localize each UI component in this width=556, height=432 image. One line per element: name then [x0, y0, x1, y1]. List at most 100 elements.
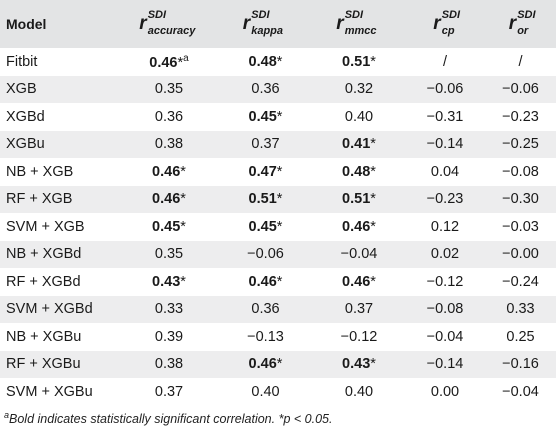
header-r-mmcc: r SDI mmcc	[336, 9, 377, 37]
cell-accuracy: 0.38	[154, 356, 184, 373]
cell-kappa: 0.48*	[248, 53, 283, 70]
row-model-name: RF + XGB	[6, 191, 73, 208]
footnote-marker: a	[4, 410, 10, 420]
table-row: XGBu 0.38 0.37 0.41* −0.14 −0.25	[0, 130, 556, 158]
cell-cp: 0.00	[430, 383, 460, 400]
cell-kappa: 0.47*	[248, 163, 283, 180]
cell-or: −0.00	[502, 246, 539, 263]
row-model-name: NB + XGB	[6, 163, 74, 180]
row-model-name: RF + XGBd	[6, 273, 81, 290]
cell-cp: 0.04	[430, 163, 460, 180]
table-row: XGBd 0.36 0.45* 0.40 −0.31 −0.23	[0, 103, 556, 131]
cell-kappa: −0.13	[247, 328, 284, 345]
cell-kappa: −0.06	[247, 246, 284, 263]
cell-accuracy: 0.33	[154, 301, 184, 318]
cell-cp: −0.14	[426, 356, 464, 373]
cell-mmcc: 0.41*	[342, 136, 376, 153]
header-r-cp: r SDI cp	[433, 9, 461, 37]
header-r-kappa: r SDI kappa	[242, 9, 283, 37]
row-model-name: NB + XGBd	[6, 246, 82, 263]
cell-accuracy: 0.43*	[152, 273, 186, 290]
cell-kappa: 0.46*	[248, 273, 283, 290]
row-model-name: SVM + XGB	[6, 218, 85, 235]
cell-or: −0.16	[502, 356, 539, 373]
cell-kappa: 0.40	[251, 383, 280, 400]
cell-accuracy: 0.36	[154, 108, 184, 125]
cell-mmcc: 0.40	[344, 383, 374, 400]
table-row: Fitbit 0.46*a 0.48* 0.51* / /	[0, 48, 556, 76]
cell-mmcc: 0.51*	[342, 191, 376, 208]
cell-kappa: 0.46*	[248, 356, 283, 373]
cell-cp: −0.04	[426, 328, 464, 345]
cell-mmcc: 0.46*	[342, 218, 376, 235]
cell-cp: −0.23	[426, 191, 464, 208]
cell-cp: /	[442, 53, 448, 70]
row-model-name: XGBd	[6, 108, 45, 125]
cell-cp: −0.06	[426, 81, 464, 98]
cell-or: −0.30	[502, 191, 539, 208]
cell-or: −0.06	[502, 81, 539, 98]
cell-accuracy: 0.46*	[152, 163, 186, 180]
cell-mmcc: 0.40	[344, 108, 374, 125]
table-row: NB + XGB 0.46* 0.47* 0.48* 0.04 −0.08	[0, 158, 556, 186]
table-row: RF + XGBu 0.38 0.46* 0.43* −0.14 −0.16	[0, 350, 556, 378]
cell-cp: 0.02	[430, 246, 460, 263]
cell-kappa: 0.51*	[248, 191, 283, 208]
cell-accuracy: 0.39	[154, 328, 184, 345]
table-body: Fitbit 0.46*a 0.48* 0.51* / / XGB 0.35 0.36 0.32 −…	[0, 48, 556, 406]
cell-cp: 0.12	[430, 218, 460, 235]
cell-kappa: 0.45*	[248, 218, 283, 235]
cell-mmcc: 0.32	[344, 81, 374, 98]
cell-kappa: 0.37	[251, 136, 280, 153]
cell-accuracy: 0.46*	[152, 191, 186, 208]
cell-kappa: 0.45*	[248, 108, 283, 125]
table-row: RF + XGB 0.46* 0.51* 0.51* −0.23 −0.30	[0, 185, 556, 213]
row-model-name: Fitbit	[6, 53, 38, 70]
cell-accuracy: 0.37	[154, 383, 184, 400]
table-row: SVM + XGB 0.45* 0.45* 0.46* 0.12 −0.03	[0, 213, 556, 241]
cell-or: −0.04	[502, 383, 539, 400]
cell-mmcc: −0.04	[340, 246, 378, 263]
cell-or: −0.08	[502, 163, 539, 180]
table-row: NB + XGBu 0.39 −0.13 −0.12 −0.04 0.25	[0, 323, 556, 351]
cell-accuracy: 0.35	[154, 81, 184, 98]
table-footnote: aBold indicates statistically significan…	[4, 410, 332, 426]
row-model-name: SVM + XGBd	[6, 301, 93, 318]
cell-mmcc: 0.51*	[342, 53, 376, 70]
cell-accuracy: 0.38	[154, 136, 184, 153]
row-model-name: XGB	[6, 81, 37, 98]
cell-or: −0.24	[502, 273, 539, 290]
table-row: XGB 0.35 0.36 0.32 −0.06 −0.06	[0, 75, 556, 103]
header-r-accuracy: r SDI accuracy	[139, 9, 196, 37]
table-row: SVM + XGBu 0.37 0.40 0.40 0.00 −0.04	[0, 378, 556, 406]
cell-mmcc: 0.37	[344, 301, 374, 318]
cell-or: 0.33	[506, 301, 535, 318]
cell-mmcc: 0.43*	[342, 356, 376, 373]
table-row: SVM + XGBd 0.33 0.36 0.37 −0.08 0.33	[0, 295, 556, 323]
header-r-or: r SDI or	[508, 9, 536, 37]
row-model-name: XGBu	[6, 136, 45, 153]
table-row: NB + XGBd 0.35 −0.06 −0.04 0.02 −0.00	[0, 240, 556, 268]
cell-cp: −0.08	[426, 301, 464, 318]
header-model: Model	[6, 16, 47, 32]
cell-cp: −0.31	[426, 108, 464, 125]
cell-accuracy: 0.45*	[152, 218, 186, 235]
cell-or: −0.23	[502, 108, 539, 125]
footnote-text: Bold indicates statistically significant…	[9, 412, 333, 427]
cell-or: /	[518, 53, 523, 70]
cell-accuracy: 0.35	[154, 246, 184, 263]
cell-kappa: 0.36	[251, 81, 280, 98]
cell-or: 0.25	[506, 328, 535, 345]
row-model-name: SVM + XGBu	[6, 383, 93, 400]
cell-cp: −0.12	[426, 273, 464, 290]
cell-accuracy: 0.46*a	[149, 52, 189, 71]
cell-mmcc: 0.46*	[342, 273, 376, 290]
cell-mmcc: 0.48*	[342, 163, 376, 180]
cell-mmcc: −0.12	[340, 328, 378, 345]
row-model-name: NB + XGBu	[6, 328, 82, 345]
cell-or: −0.25	[502, 136, 539, 153]
cell-cp: −0.14	[426, 136, 464, 153]
